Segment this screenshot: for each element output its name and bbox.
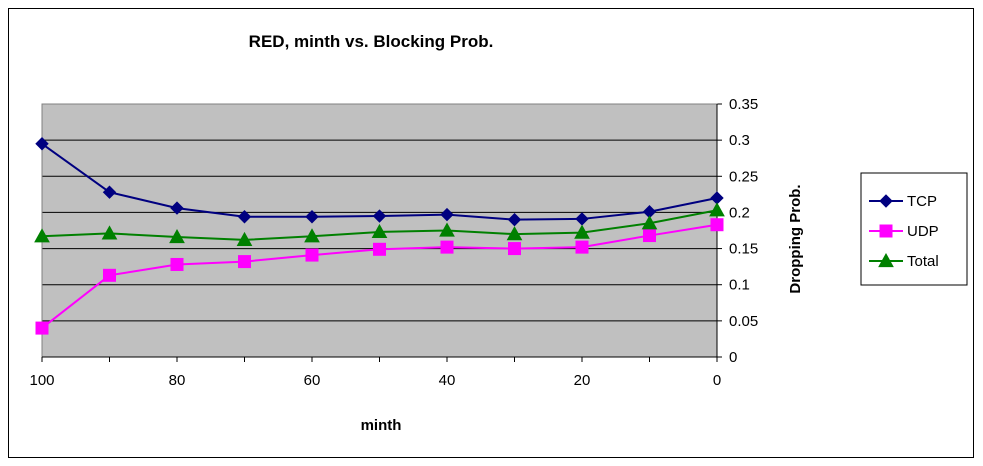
legend-marker-udp [879, 224, 893, 238]
data-point-udp [508, 242, 521, 256]
data-point-total [169, 228, 185, 244]
data-point-udp [440, 240, 454, 254]
data-point-tcp [305, 210, 319, 224]
data-point-tcp [372, 209, 387, 223]
y-tick-label: 0.2 [729, 204, 750, 221]
data-point-udp [305, 248, 319, 262]
legend-marker-tcp [879, 194, 893, 208]
data-point-tcp [507, 212, 522, 227]
data-point-udp [575, 240, 589, 254]
plot-area: 0 0.05 0.1 0.15 0.2 0.25 0.3 0.35 100 80 60 40 20 0 [29, 96, 758, 389]
data-point-total [304, 228, 320, 243]
x-axis-title: minth [361, 417, 402, 434]
data-point-udp [103, 268, 116, 282]
data-point-tcp [237, 210, 252, 224]
data-point-udp [35, 321, 49, 335]
x-tick-label: 20 [574, 372, 591, 389]
data-point-tcp [170, 201, 184, 215]
y-tick-label: 0.05 [729, 313, 758, 330]
x-tick-label: 60 [304, 372, 321, 389]
data-point-udp [710, 218, 724, 232]
legend-marker-total [878, 252, 894, 268]
x-tick-label: 0 [713, 372, 721, 389]
x-tick-label: 100 [29, 372, 54, 389]
y-axis-title: Dropping Prob. [787, 184, 804, 293]
data-point-udp [643, 229, 656, 243]
chart-title: RED, minth vs. Blocking Prob. [249, 32, 494, 51]
data-point-total [709, 202, 725, 217]
y-tick-label: 0.1 [729, 277, 750, 294]
data-point-udp [373, 242, 386, 256]
y-tick-label: 0 [729, 349, 737, 366]
data-point-tcp [440, 207, 454, 222]
y-tick-label: 0.25 [729, 168, 758, 185]
data-point-total [101, 225, 118, 240]
data-point-tcp [102, 185, 117, 199]
x-tick-label: 40 [439, 372, 456, 389]
y-tick-label: 0.35 [729, 96, 758, 113]
data-point-total [34, 228, 50, 243]
data-point-total [574, 224, 590, 239]
y-tick-label: 0.3 [729, 132, 750, 149]
data-point-total [236, 231, 253, 246]
y-tick-label: 0.15 [729, 241, 758, 258]
data-point-total [506, 226, 523, 241]
data-point-total [371, 223, 388, 239]
x-tick-label: 80 [169, 372, 186, 389]
data-point-total [439, 222, 455, 237]
data-point-udp [238, 255, 251, 269]
legend: TCP UDP Total [860, 172, 968, 286]
chart-svg: RED, minth vs. Blocking Prob. 0 0.05 0.1 0.… [29, 32, 968, 434]
chart-frame: RED, minth vs. Blocking Prob. 0 0.05 0.1 0.… [8, 8, 974, 458]
data-point-udp [170, 257, 184, 271]
data-point-tcp [35, 137, 49, 151]
data-point-total [641, 215, 658, 230]
legend-label-total: Total [907, 253, 939, 270]
legend-label-tcp: TCP [907, 193, 937, 210]
legend-label-udp: UDP [907, 223, 939, 240]
